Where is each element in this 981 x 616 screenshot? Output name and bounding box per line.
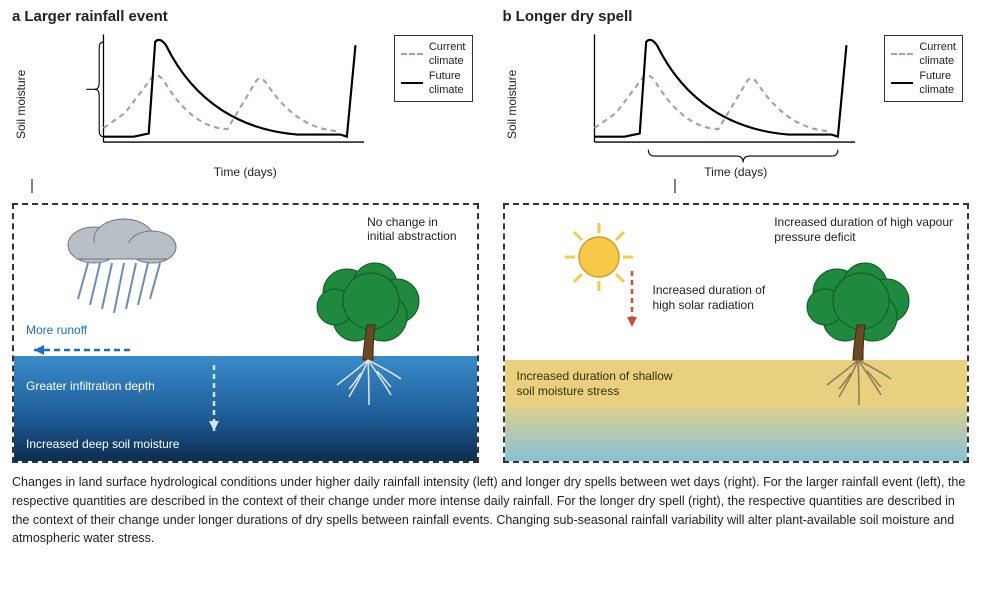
runoff-arrow-icon <box>22 342 132 358</box>
solar-arrow-icon <box>623 269 641 339</box>
figure-caption: Changes in land surface hydrological con… <box>12 473 969 548</box>
legend-b-current: Current climate <box>891 40 956 69</box>
panel-b-diagram: Increased duration of high vapour pressu… <box>503 203 970 463</box>
legend-dashed-swatch <box>891 53 913 55</box>
legend-dashed-swatch <box>401 53 423 55</box>
panel-b-ylabel: Soil moisture <box>503 29 521 169</box>
legend-b-future-label: Future climate <box>919 69 954 98</box>
legend-a-future-label: Future climate <box>429 69 464 98</box>
vpd-label: Increased duration of high vapour pressu… <box>774 215 953 245</box>
panel-a-connector <box>12 179 479 193</box>
panel-a-title: aLarger rainfall event <box>12 8 479 25</box>
panel-b: bLonger dry spell Soil moisture Current … <box>503 8 970 463</box>
panel-a-current-line <box>103 75 340 131</box>
panel-a-chart: Soil moisture Current climate <box>12 29 479 169</box>
cloud-rain-icon <box>54 213 194 333</box>
legend-a-future: Future climate <box>401 69 466 98</box>
shallow-stress-label: Increased duration of shallow soil moist… <box>517 369 673 399</box>
panel-b-chart: Soil moisture Current climate Future cli… <box>503 29 970 169</box>
panel-a-title-text: Larger rainfall event <box>24 8 167 25</box>
abstraction-label: No change in initial abstraction <box>367 215 456 244</box>
legend-a-current-label: Current climate <box>429 40 466 69</box>
panels-row: aLarger rainfall event Soil moisture <box>12 8 969 463</box>
panel-b-current-line <box>594 75 831 131</box>
panel-a-ylabel: Soil moisture <box>12 29 30 169</box>
panel-b-title: bLonger dry spell <box>503 8 970 25</box>
legend-b-current-label: Current climate <box>919 40 956 69</box>
deep-moisture-label: Increased deep soil moisture <box>26 437 179 451</box>
panel-b-legend: Current climate Future climate <box>884 35 963 102</box>
panel-b-future-line <box>594 40 846 137</box>
infiltration-arrow-icon <box>206 365 222 443</box>
legend-a-current: Current climate <box>401 40 466 69</box>
legend-solid-swatch <box>401 82 423 84</box>
tree-a-icon <box>287 245 437 445</box>
panel-a: aLarger rainfall event Soil moisture <box>12 8 479 463</box>
tree-b-icon <box>777 245 927 445</box>
panel-a-diagram: No change in initial abstraction <box>12 203 479 463</box>
solar-label: Increased duration of high solar radiati… <box>653 283 766 313</box>
panel-b-title-text: Longer dry spell <box>516 8 633 25</box>
sun-icon <box>549 217 659 327</box>
runoff-label: More runoff <box>26 323 87 337</box>
legend-b-future: Future climate <box>891 69 956 98</box>
panel-b-letter: b <box>503 8 512 25</box>
infiltration-label: Greater infiltration depth <box>26 379 155 393</box>
panel-a-letter: a <box>12 8 20 25</box>
panel-a-future-line <box>103 40 355 137</box>
panel-a-legend: Current climate Future climate <box>394 35 473 102</box>
panel-b-connector <box>503 179 970 193</box>
legend-solid-swatch <box>891 82 913 84</box>
